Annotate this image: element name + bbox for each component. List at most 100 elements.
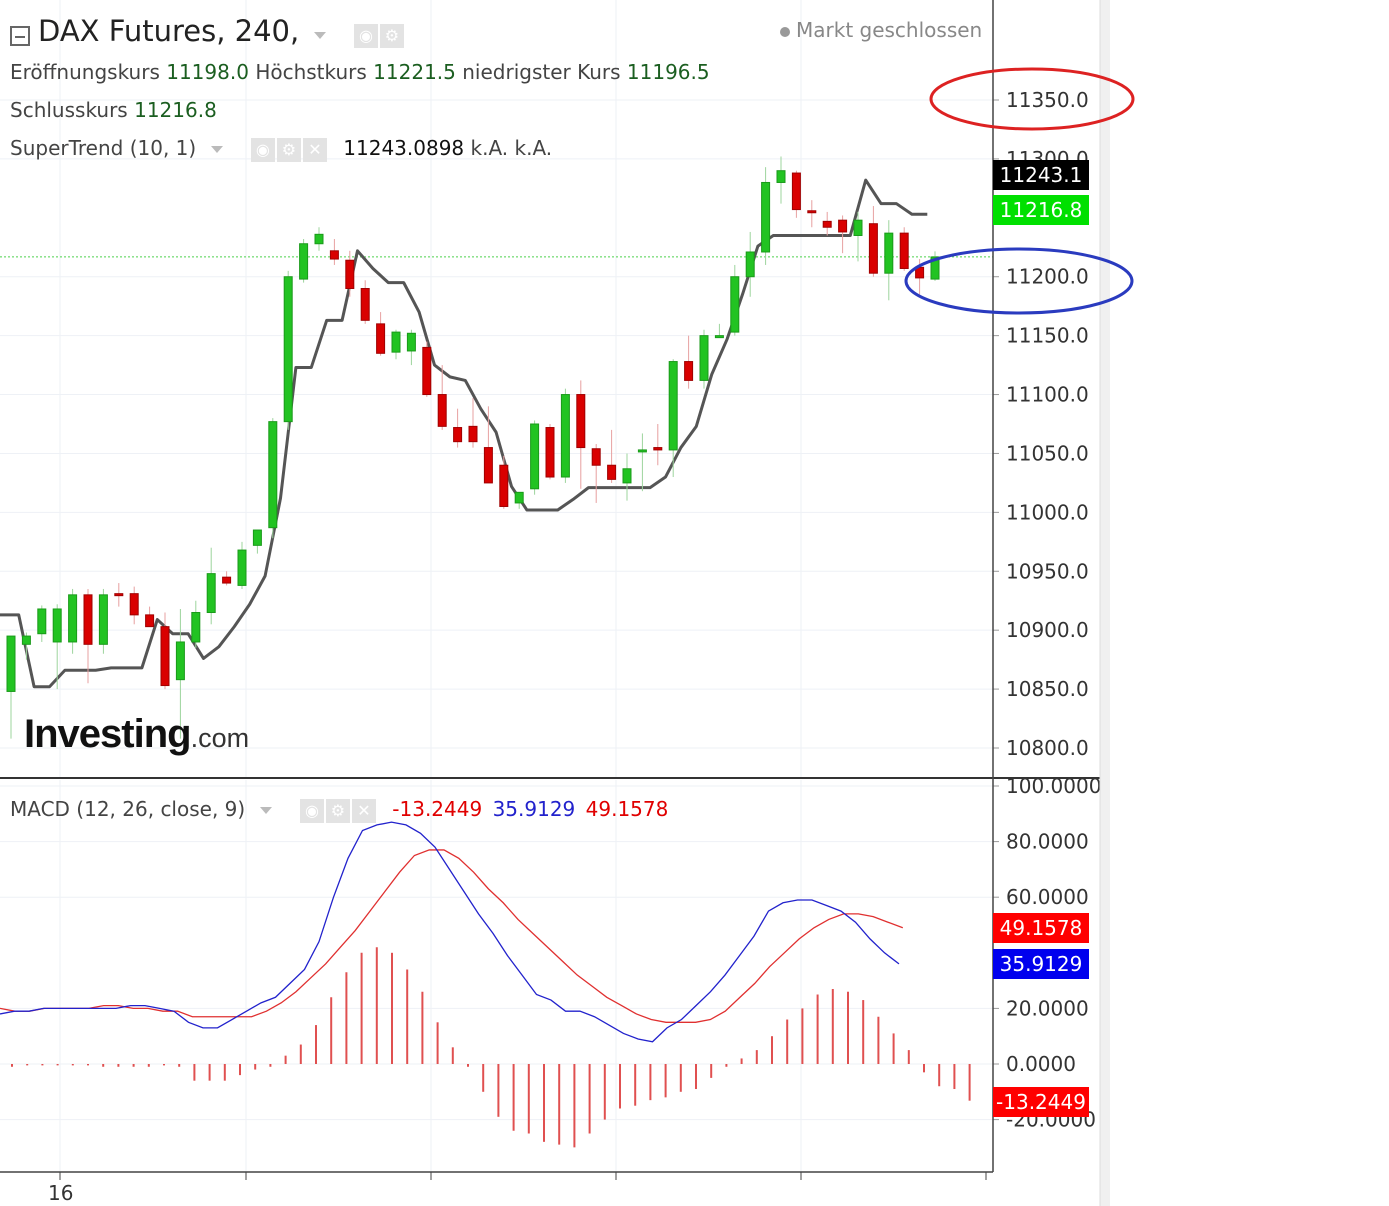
ohlc-legend: Eröffnungskurs 11198.0 Höchstkurs 11221.… [10,60,710,84]
y-tick-label: 11150.0 [1006,324,1089,348]
candle [52,604,62,690]
candle-body [884,232,894,274]
y-tick-label: 10800.0 [1006,736,1089,760]
macd-legend: MACD (12, 26, close, 9) ◉ ⚙ ✕ -13.2449 35.… [10,797,668,823]
candle [437,365,447,430]
candle [653,424,663,466]
candle [6,635,16,739]
candle-body [514,491,524,504]
candle [822,211,832,236]
investing-logo: Investing.com [24,712,249,757]
y-tick-label: 10900.0 [1006,618,1089,642]
candle-body [237,549,247,586]
candle [391,329,401,360]
candle-body [114,593,124,597]
candle-body [499,464,509,507]
candle-body [191,612,201,643]
candle [853,211,863,262]
eye-icon[interactable]: ◉ [353,23,378,48]
candle-body [453,427,463,443]
candle [268,418,278,539]
open-value: 11198.0 [166,60,249,84]
red-annotation-ellipse [929,67,1135,131]
y-tick-label: 0.0000 [1006,1052,1076,1076]
candle-body [329,250,339,260]
candle [884,220,894,301]
gear-icon[interactable]: ⚙ [276,137,301,162]
gear-icon[interactable]: ⚙ [325,798,350,823]
candle-body [222,576,232,584]
y-tick-label: 10950.0 [1006,559,1089,583]
candle [868,206,878,277]
candle-body [6,635,16,692]
candle-body [21,635,31,645]
macd-label: MACD (12, 26, close, 9) [10,797,246,821]
candle-body [560,394,570,478]
candle-body [730,276,740,333]
candle-body [714,335,724,339]
last-price-tag: 11216.8 [993,195,1089,225]
chart-title: DAX Futures, 240, [38,14,300,48]
candle-body [391,331,401,353]
candle [83,588,93,684]
candle-body [684,361,694,381]
y-tick-label: 60.0000 [1006,885,1089,909]
candle [160,612,170,690]
eye-icon[interactable]: ◉ [250,137,275,162]
candle [314,227,324,251]
collapse-icon[interactable] [10,25,30,46]
supertrend-na-2: k.A. [514,136,553,160]
candle [252,529,262,554]
candle [360,280,370,324]
candle [745,231,755,297]
close-icon[interactable]: ✕ [302,137,327,162]
candle-body [175,641,185,681]
candle-body [83,594,93,645]
candle-body [68,594,78,643]
eye-icon[interactable]: ◉ [299,798,324,823]
candle [560,388,570,483]
title-dropdown-icon[interactable] [313,32,326,39]
grid [0,0,993,1172]
gear-icon[interactable]: ⚙ [379,23,404,48]
y-tick-label: 20.0000 [1006,996,1089,1020]
candle-body [930,256,940,280]
close-legend: Schlusskurs 11216.8 [10,98,217,122]
macd-dropdown-icon[interactable] [259,807,272,814]
candle-body [360,288,370,321]
candle-body [145,614,155,628]
y-tick-label: 80.0000 [1006,830,1089,854]
candle [329,239,339,265]
close-value: 11216.8 [134,98,217,122]
candle-body [699,335,709,381]
open-label: Eröffnungskurs [10,60,160,84]
macd-line-value: 35.9129 [492,797,576,821]
candle-body [406,332,416,352]
candle-body [899,232,909,269]
macd-signal-tag: 49.1578 [993,913,1089,943]
candle-body [483,447,493,484]
candle-body [761,181,771,253]
candle [637,433,647,492]
candle [453,408,463,448]
candle-body [160,626,170,687]
candle-body [129,593,139,616]
candle [468,398,478,448]
candle-body [268,421,278,529]
high-value: 11221.5 [373,60,456,84]
candle [175,608,185,739]
y-tick-label: 11100.0 [1006,383,1089,407]
candle-body [37,608,47,635]
close-icon[interactable]: ✕ [351,798,376,823]
supertrend-dropdown-icon[interactable] [210,146,223,153]
candle-body [206,573,216,614]
candle [530,420,540,495]
candle [576,380,586,489]
candle-body [576,394,586,449]
chart-header: DAX Futures, 240, ◉ ⚙ [10,14,406,48]
candle [514,491,524,509]
macd-hist-tag: -13.2449 [993,1087,1089,1117]
supertrend-line [0,178,928,689]
logo-main: Investing [24,712,192,756]
